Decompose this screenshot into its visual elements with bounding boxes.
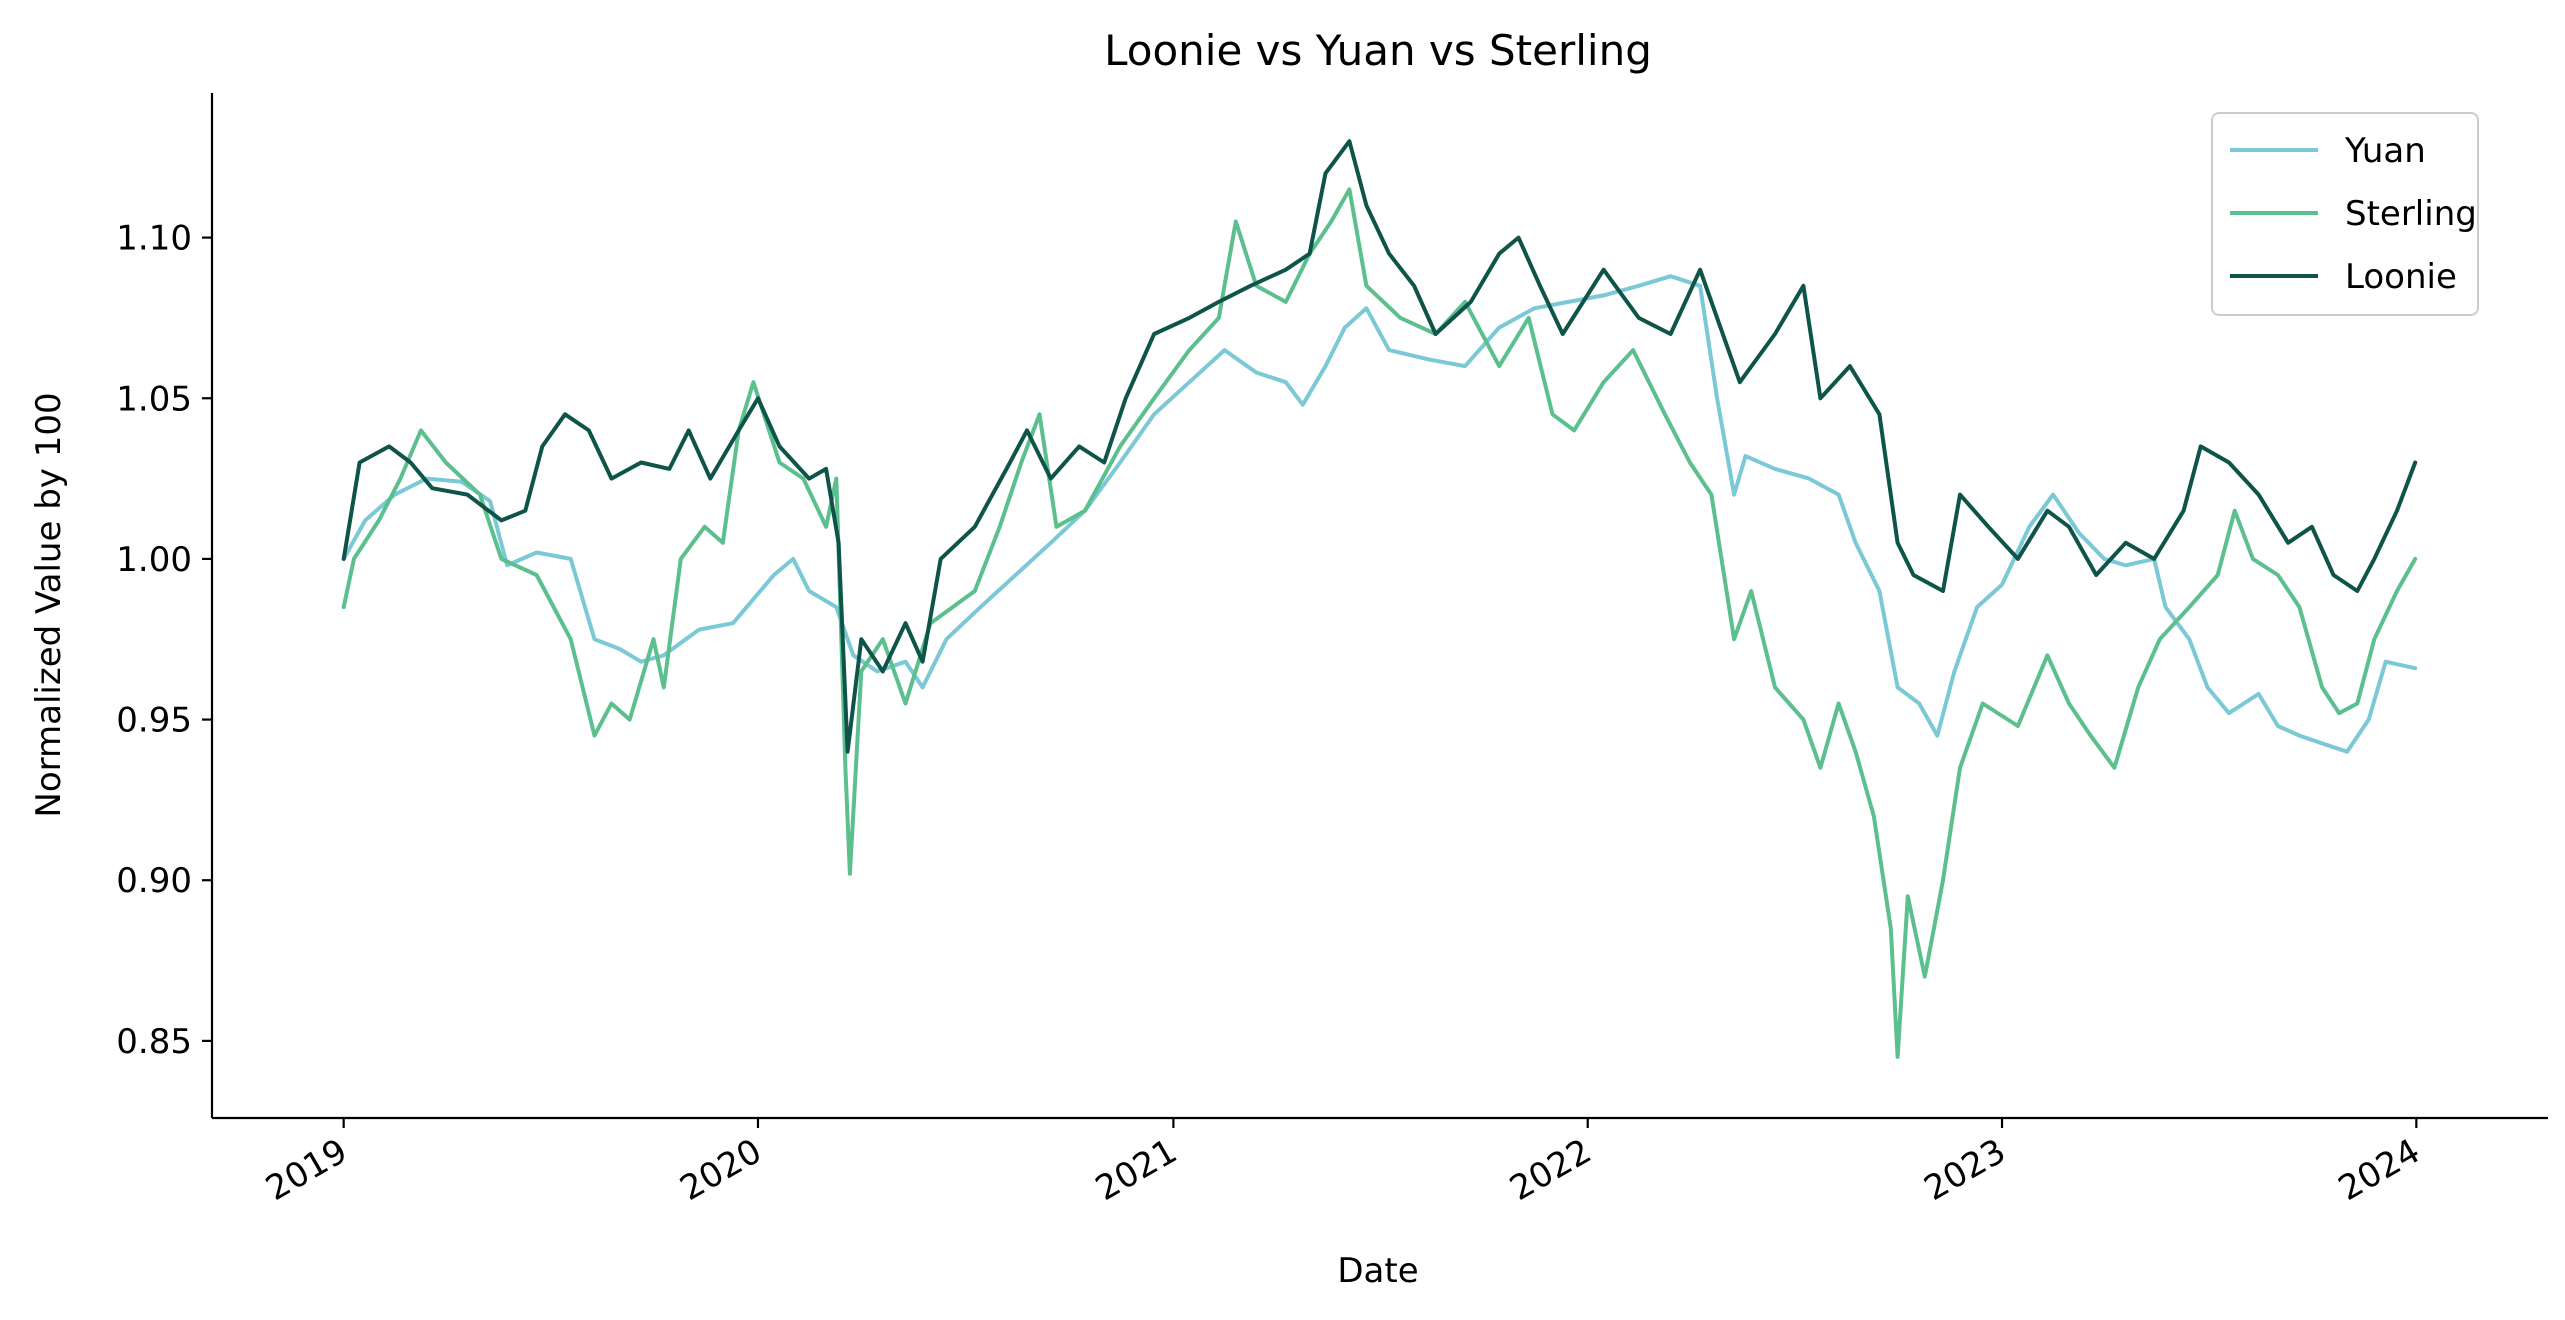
legend-box — [2211, 112, 2479, 316]
series-line-sterling — [341, 187, 2418, 1059]
chart-title: Loonie vs Yuan vs Sterling — [1104, 26, 1652, 75]
series-group — [341, 139, 2418, 1059]
series-line-loonie — [341, 139, 2418, 754]
x-tick-label: 2019 — [259, 1131, 354, 1209]
legend-label-sterling: Sterling — [2345, 194, 2477, 234]
y-tick-label: 1.10 — [116, 219, 192, 259]
x-axis-title: Date — [1337, 1251, 1418, 1291]
y-axis-title: Normalized Value by 100 — [29, 392, 69, 817]
x-axis-ticks: 2019 2020 2021 2022 2023 2024 — [259, 1118, 2427, 1209]
y-axis-ticks: 0.85 0.90 0.95 1.00 1.05 1.10 — [116, 219, 212, 1062]
legend-label-yuan: Yuan — [2344, 131, 2426, 171]
x-tick-label: 2020 — [674, 1131, 769, 1209]
y-tick-label: 1.05 — [116, 379, 192, 419]
x-tick-label: 2022 — [1503, 1131, 1598, 1209]
y-tick-label: 0.95 — [116, 701, 192, 741]
y-tick-label: 0.85 — [116, 1022, 192, 1062]
series-line-yuan — [341, 274, 2418, 754]
y-tick-label: 0.90 — [116, 861, 192, 901]
y-tick-label: 1.00 — [116, 540, 192, 580]
x-tick-label: 2023 — [1918, 1131, 2013, 1209]
legend: Yuan Sterling Loonie — [2211, 112, 2479, 316]
x-tick-label: 2021 — [1089, 1131, 1184, 1209]
legend-label-loonie: Loonie — [2345, 257, 2457, 297]
x-tick-label: 2024 — [2332, 1131, 2427, 1209]
